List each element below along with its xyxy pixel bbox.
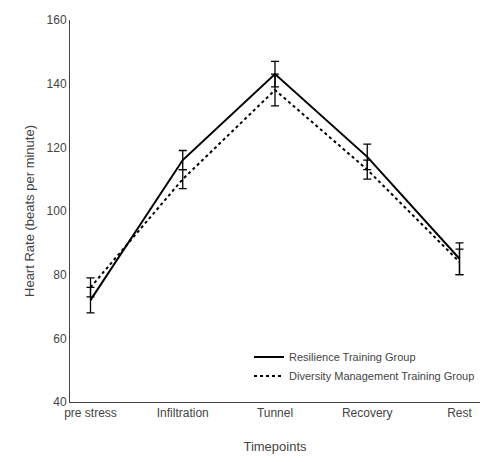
svg-text:60: 60 xyxy=(53,332,67,346)
svg-text:Timepoints: Timepoints xyxy=(243,439,307,454)
svg-text:Tunnel: Tunnel xyxy=(257,406,293,420)
svg-text:Rest: Rest xyxy=(447,406,472,420)
svg-text:140: 140 xyxy=(47,77,67,91)
svg-text:Infiltration: Infiltration xyxy=(157,406,209,420)
svg-text:80: 80 xyxy=(53,268,67,282)
svg-text:Heart Rate (beats per minute): Heart Rate (beats per minute) xyxy=(22,125,37,297)
svg-text:Resilience Training Group: Resilience Training Group xyxy=(289,351,416,363)
svg-text:Recovery: Recovery xyxy=(342,406,393,420)
svg-text:120: 120 xyxy=(47,141,67,155)
svg-text:160: 160 xyxy=(47,13,67,27)
svg-text:40: 40 xyxy=(53,395,67,409)
svg-text:100: 100 xyxy=(47,204,67,218)
svg-text:Diversity Management Training: Diversity Management Training Group xyxy=(289,370,474,382)
svg-text:pre stress: pre stress xyxy=(64,406,117,420)
